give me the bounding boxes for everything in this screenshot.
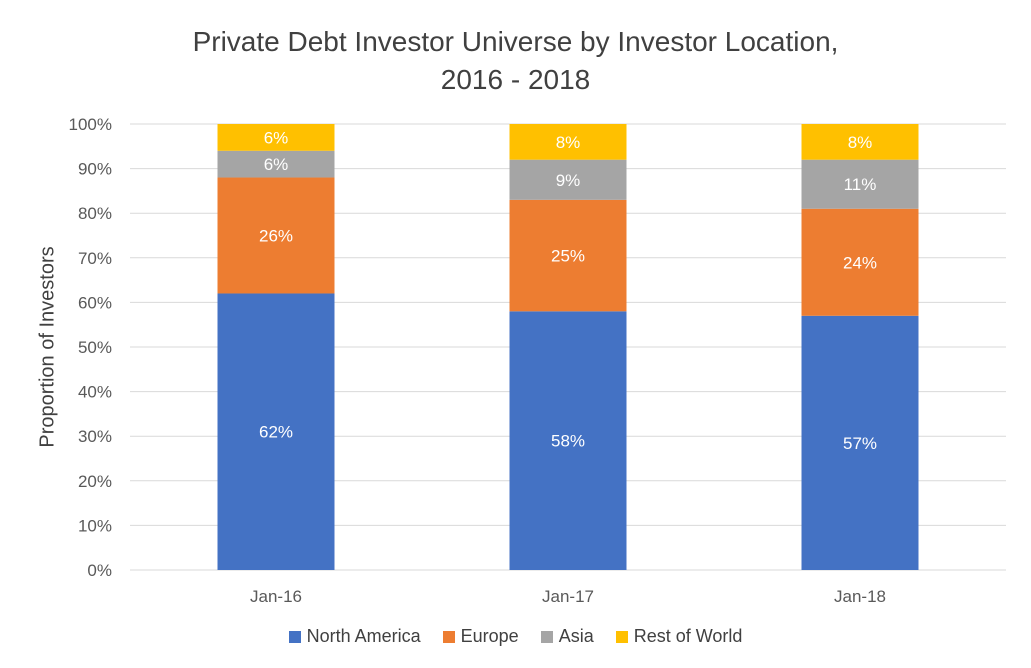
legend: North America Europe Asia Rest of World <box>0 626 1031 647</box>
data-label-asia: 11% <box>844 175 877 194</box>
legend-item-asia: Asia <box>540 626 594 647</box>
data-label-north-america: 57% <box>843 434 877 453</box>
bar-segment-rest-of-world <box>217 124 335 151</box>
data-label-north-america: 62% <box>259 423 293 442</box>
legend-label-asia: Asia <box>558 626 594 646</box>
bar-segment-asia <box>217 150 335 178</box>
data-label-europe: 24% <box>843 253 877 272</box>
chart-title-line-2: 2016 - 2018 <box>440 64 591 95</box>
y-tick-label: 80% <box>78 204 112 223</box>
y-tick-label: 0% <box>87 561 112 580</box>
legend-label-europe: Europe <box>460 626 519 646</box>
data-label-rest-of-world: 6% <box>264 128 289 147</box>
legend-item-europe: Europe <box>442 626 519 647</box>
legend-label-north-america: North America <box>306 626 421 646</box>
chart-title-line-1: Private Debt Investor Universe by Invest… <box>192 26 839 57</box>
data-label-europe: 26% <box>259 227 293 246</box>
data-label-rest-of-world: 8% <box>848 133 873 152</box>
data-label-north-america: 58% <box>551 432 585 451</box>
y-tick-label: 70% <box>78 249 112 268</box>
x-tick-label: Jan-17 <box>542 587 594 606</box>
data-label-rest-of-world: 8% <box>556 133 581 152</box>
x-tick-label: Jan-16 <box>250 587 302 606</box>
bar-segment-north-america <box>509 311 627 570</box>
data-label-asia: 6% <box>264 155 289 174</box>
y-tick-label: 20% <box>78 472 112 491</box>
legend-item-rest-of-world: Rest of World <box>615 626 743 647</box>
legend-label-rest-of-world: Rest of World <box>633 626 743 646</box>
y-tick-label: 40% <box>78 383 112 402</box>
data-label-asia: 9% <box>556 171 581 190</box>
y-tick-label: 90% <box>78 160 112 179</box>
bar-segment-north-america <box>217 293 335 570</box>
legend-swatch-rest-of-world <box>615 630 628 643</box>
bar-segment-europe <box>217 177 335 294</box>
legend-swatch-europe <box>442 630 455 643</box>
bar-segment-europe <box>509 199 627 312</box>
bar-segment-asia <box>509 159 627 200</box>
bar-segment-europe <box>801 208 919 316</box>
y-tick-label: 100% <box>69 115 112 134</box>
data-label-europe: 25% <box>551 247 585 266</box>
legend-swatch-asia <box>540 630 553 643</box>
legend-item-north-america: North America <box>288 626 421 647</box>
y-tick-label: 60% <box>78 293 112 312</box>
y-tick-label: 10% <box>78 516 112 535</box>
x-tick-label: Jan-18 <box>834 587 886 606</box>
bar-segment-north-america <box>801 315 919 570</box>
bar-segment-rest-of-world <box>801 124 919 160</box>
y-tick-label: 30% <box>78 427 112 446</box>
y-tick-label: 50% <box>78 338 112 357</box>
legend-swatch-north-america <box>288 630 301 643</box>
bar-segment-asia <box>801 159 919 209</box>
bar-segment-rest-of-world <box>509 124 627 160</box>
